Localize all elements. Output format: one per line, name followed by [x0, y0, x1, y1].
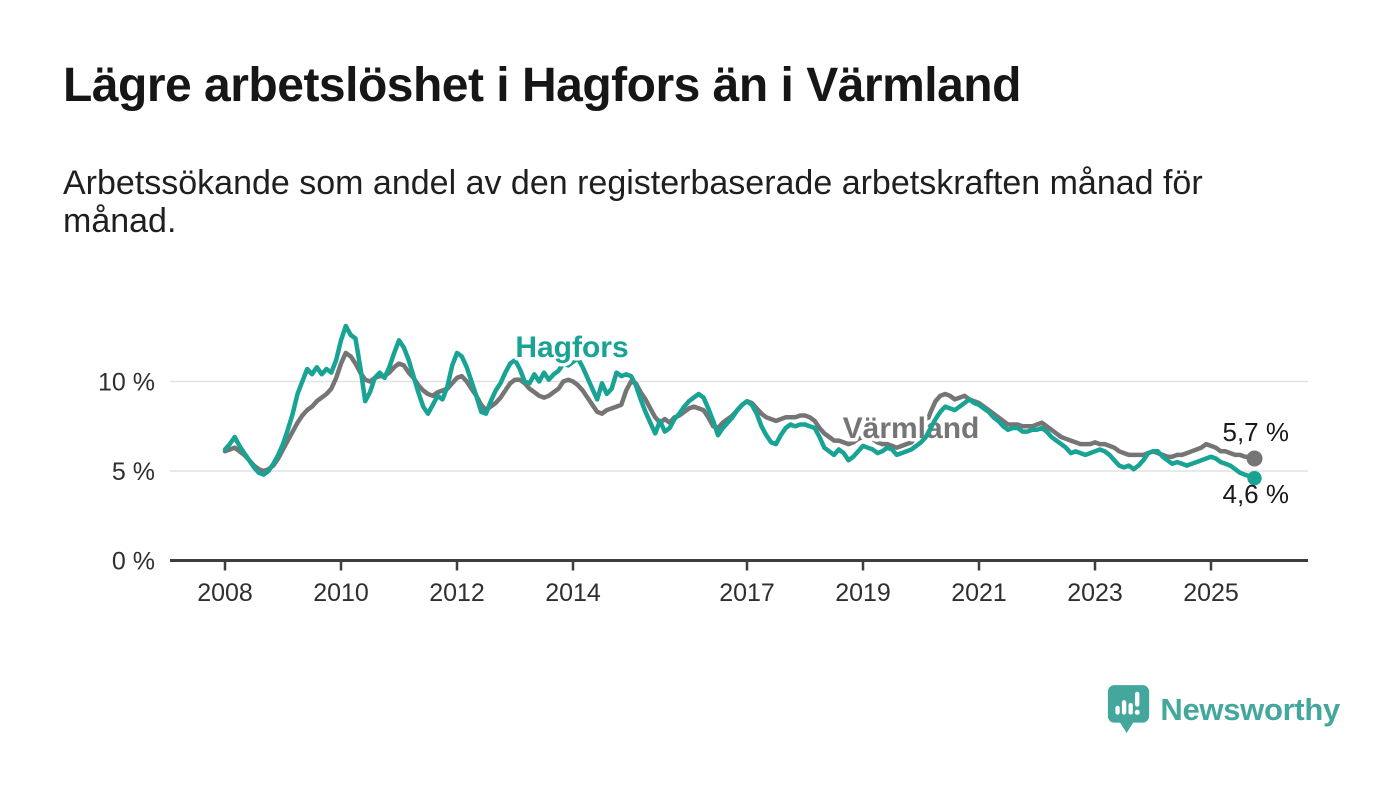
newsworthy-logo-icon — [1108, 685, 1150, 733]
page-title: Lägre arbetslöshet i Hagfors än i Värmla… — [63, 59, 1021, 112]
series-end-value-hagfors: 4,6 % — [1223, 479, 1290, 509]
series-label-hagfors: Hagfors — [515, 331, 628, 364]
x-tick-label: 2012 — [429, 579, 485, 607]
series-line-värmland — [222, 350, 1257, 474]
y-tick-label: 0 % — [112, 548, 155, 576]
logo-bar-2 — [1122, 700, 1127, 715]
subtitle-line-2: månad. — [63, 202, 177, 240]
series-label-värmland: Värmland — [843, 412, 980, 445]
logo-exclamation-dot — [1135, 709, 1141, 715]
x-tick-label: 2017 — [719, 579, 775, 607]
x-tick-label: 2014 — [545, 579, 601, 607]
chart-subtitle: Arbetssökande som andel av den registerb… — [63, 164, 1203, 240]
logo-exclamation-bar — [1135, 691, 1140, 707]
y-tick-label: 5 % — [112, 458, 155, 486]
series-end-dot-värmland — [1246, 450, 1263, 467]
newsworthy-logo-text: Newsworthy — [1160, 691, 1340, 727]
x-tick-label: 2019 — [835, 579, 891, 607]
x-tick-label: 2025 — [1183, 579, 1239, 607]
x-tick-label: 2023 — [1067, 579, 1123, 607]
y-tick-label: 10 % — [98, 369, 155, 397]
series-end-value-värmland: 5,7 % — [1223, 417, 1290, 447]
series-end-dot-hagfors — [1247, 470, 1262, 486]
x-tick-label: 2021 — [951, 579, 1007, 607]
logo-bar-3 — [1128, 702, 1134, 715]
x-tick-label: 2008 — [197, 579, 253, 607]
logo-bar-1 — [1115, 705, 1121, 715]
newsworthy-logo: Newsworthy — [1106, 683, 1340, 736]
series-line-hagfors — [222, 323, 1257, 481]
x-tick-label: 2010 — [313, 579, 369, 607]
subtitle-line-1: Arbetssökande som andel av den registerb… — [63, 164, 1203, 202]
